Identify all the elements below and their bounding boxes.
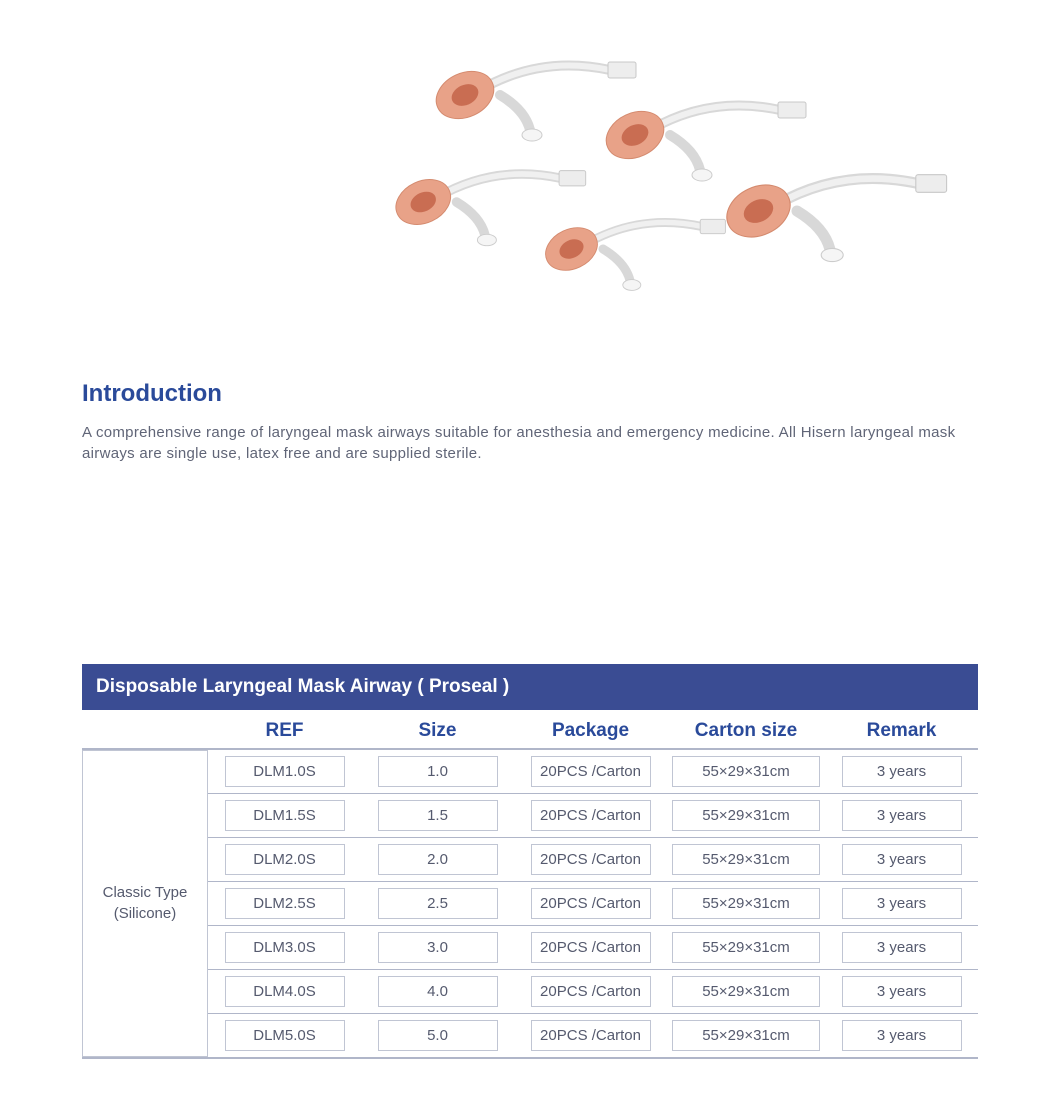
- cell-slot: 20PCS /Carton: [514, 1020, 667, 1051]
- carton-cell: 55×29×31cm: [672, 1020, 820, 1051]
- ref-cell: DLM4.0S: [225, 976, 345, 1007]
- carton-cell: 55×29×31cm: [672, 844, 820, 875]
- remark-cell: 3 years: [842, 844, 962, 875]
- cell-slot: 4.0: [361, 976, 514, 1007]
- ref-cell: DLM1.5S: [225, 800, 345, 831]
- size-cell: 4.0: [378, 976, 498, 1007]
- ref-cell: DLM1.0S: [225, 756, 345, 787]
- table-body: Classic Type (Silicone) DLM1.0S 1.0 20PCS …: [82, 750, 978, 1059]
- size-cell: 2.5: [378, 888, 498, 919]
- type-line1: Classic Type: [103, 884, 188, 901]
- ref-cell: DLM3.0S: [225, 932, 345, 963]
- cell-slot: 5.0: [361, 1020, 514, 1051]
- header-type: [82, 732, 208, 748]
- header-remark: Remark: [825, 710, 978, 748]
- ref-cell: DLM2.0S: [225, 844, 345, 875]
- table-title: Disposable Laryngeal Mask Airway ( Prose…: [82, 664, 978, 710]
- header-package: Package: [514, 710, 667, 748]
- cell-slot: DLM1.0S: [208, 756, 361, 787]
- remark-cell: 3 years: [842, 932, 962, 963]
- package-cell: 20PCS /Carton: [531, 888, 651, 919]
- remark-cell: 3 years: [842, 756, 962, 787]
- carton-cell: 55×29×31cm: [672, 976, 820, 1007]
- header-size: Size: [361, 710, 514, 748]
- table-row: DLM2.0S 2.0 20PCS /Carton 55×29×31cm 3 years: [208, 838, 978, 882]
- cell-slot: 55×29×31cm: [667, 888, 825, 919]
- header-ref: REF: [208, 710, 361, 748]
- remark-cell: 3 years: [842, 888, 962, 919]
- cell-slot: 55×29×31cm: [667, 1020, 825, 1051]
- ref-cell: DLM2.5S: [225, 888, 345, 919]
- cell-slot: 55×29×31cm: [667, 800, 825, 831]
- type-line2: (Silicone): [114, 905, 177, 922]
- mask-illustration: [720, 145, 962, 282]
- table-row: DLM4.0S 4.0 20PCS /Carton 55×29×31cm 3 years: [208, 970, 978, 1014]
- cell-slot: DLM1.5S: [208, 800, 361, 831]
- cell-slot: 1.0: [361, 756, 514, 787]
- package-cell: 20PCS /Carton: [531, 932, 651, 963]
- cell-slot: 20PCS /Carton: [514, 932, 667, 963]
- package-cell: 20PCS /Carton: [531, 1020, 651, 1051]
- cell-slot: 3 years: [825, 756, 978, 787]
- package-cell: 20PCS /Carton: [531, 756, 651, 787]
- size-cell: 3.0: [378, 932, 498, 963]
- cell-slot: 3.0: [361, 932, 514, 963]
- carton-cell: 55×29×31cm: [672, 800, 820, 831]
- carton-cell: 55×29×31cm: [672, 888, 820, 919]
- product-image: [82, 0, 978, 360]
- cell-slot: 3 years: [825, 932, 978, 963]
- table-row: DLM2.5S 2.5 20PCS /Carton 55×29×31cm 3 years: [208, 882, 978, 926]
- ref-cell: DLM5.0S: [225, 1020, 345, 1051]
- cell-slot: 20PCS /Carton: [514, 756, 667, 787]
- cell-slot: 1.5: [361, 800, 514, 831]
- table-row: DLM1.5S 1.5 20PCS /Carton 55×29×31cm 3 years: [208, 794, 978, 838]
- cell-slot: 55×29×31cm: [667, 932, 825, 963]
- cell-slot: 55×29×31cm: [667, 976, 825, 1007]
- cell-slot: 20PCS /Carton: [514, 976, 667, 1007]
- package-cell: 20PCS /Carton: [531, 844, 651, 875]
- cell-slot: 3 years: [825, 844, 978, 875]
- mask-illustration: [540, 195, 738, 308]
- cell-slot: DLM2.5S: [208, 888, 361, 919]
- spec-table: Disposable Laryngeal Mask Airway ( Prose…: [82, 664, 978, 1059]
- size-cell: 2.0: [378, 844, 498, 875]
- cell-slot: 20PCS /Carton: [514, 800, 667, 831]
- cell-slot: 20PCS /Carton: [514, 888, 667, 919]
- cell-slot: 3 years: [825, 888, 978, 919]
- cell-slot: 2.0: [361, 844, 514, 875]
- cell-slot: 20PCS /Carton: [514, 844, 667, 875]
- remark-cell: 3 years: [842, 800, 962, 831]
- size-cell: 5.0: [378, 1020, 498, 1051]
- remark-cell: 3 years: [842, 1020, 962, 1051]
- table-row: DLM5.0S 5.0 20PCS /Carton 55×29×31cm 3 years: [208, 1014, 978, 1057]
- cell-slot: DLM4.0S: [208, 976, 361, 1007]
- cell-slot: 55×29×31cm: [667, 844, 825, 875]
- size-cell: 1.0: [378, 756, 498, 787]
- cell-slot: 2.5: [361, 888, 514, 919]
- remark-cell: 3 years: [842, 976, 962, 1007]
- cell-slot: 3 years: [825, 1020, 978, 1051]
- section-heading: Introduction: [82, 380, 978, 408]
- table-row: DLM1.0S 1.0 20PCS /Carton 55×29×31cm 3 years: [208, 750, 978, 794]
- type-cell: Classic Type (Silicone): [82, 750, 208, 1057]
- carton-cell: 55×29×31cm: [672, 756, 820, 787]
- cell-slot: DLM3.0S: [208, 932, 361, 963]
- cell-slot: 3 years: [825, 976, 978, 1007]
- cell-slot: DLM2.0S: [208, 844, 361, 875]
- spacer: [82, 464, 978, 664]
- cell-slot: 55×29×31cm: [667, 756, 825, 787]
- header-carton: Carton size: [667, 710, 825, 748]
- intro-paragraph: A comprehensive range of laryngeal mask …: [82, 422, 978, 464]
- size-cell: 1.5: [378, 800, 498, 831]
- table-row: DLM3.0S 3.0 20PCS /Carton 55×29×31cm 3 years: [208, 926, 978, 970]
- cell-slot: DLM5.0S: [208, 1020, 361, 1051]
- cell-slot: 3 years: [825, 800, 978, 831]
- package-cell: 20PCS /Carton: [531, 800, 651, 831]
- package-cell: 20PCS /Carton: [531, 976, 651, 1007]
- table-header-row: REF Size Package Carton size Remark: [82, 710, 978, 750]
- carton-cell: 55×29×31cm: [672, 932, 820, 963]
